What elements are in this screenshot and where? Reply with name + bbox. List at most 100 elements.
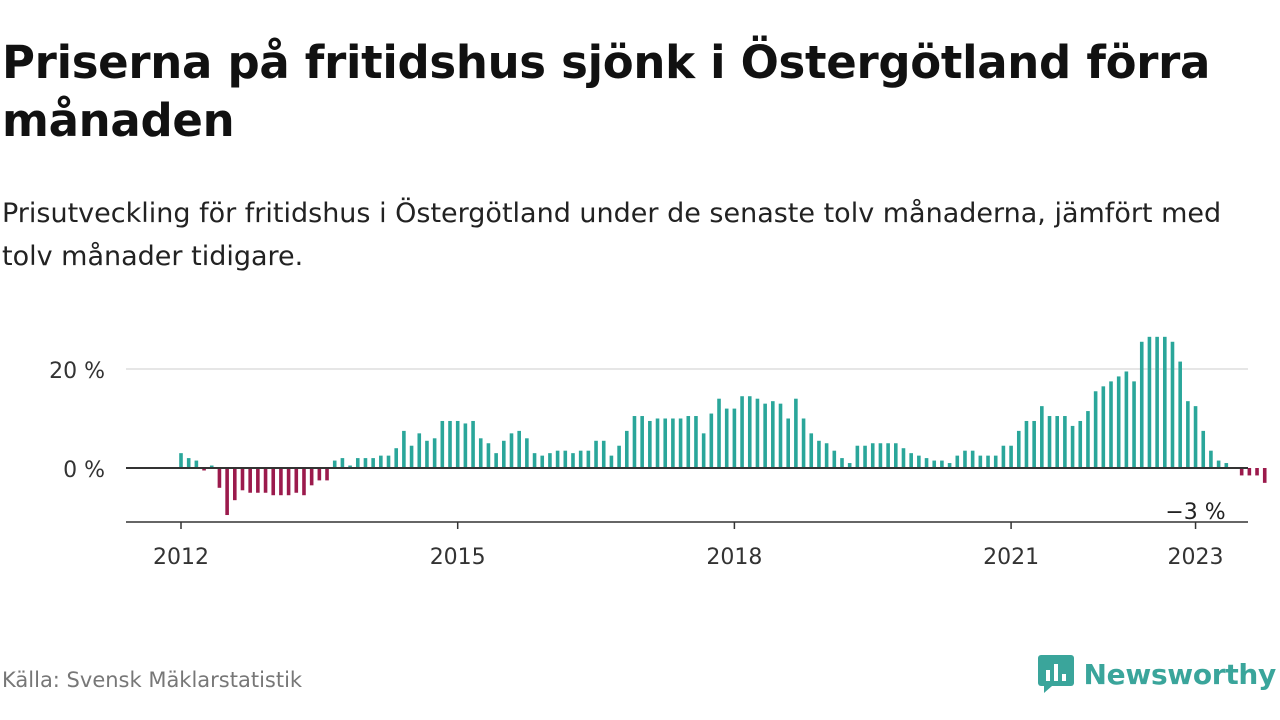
bar	[1101, 386, 1106, 468]
bar	[286, 468, 291, 496]
bar	[1247, 468, 1252, 476]
bar	[1078, 420, 1083, 468]
bar	[947, 463, 952, 468]
bar	[809, 433, 814, 468]
bar	[409, 445, 414, 468]
bar	[709, 413, 714, 468]
bar	[279, 468, 283, 496]
bar	[1040, 406, 1044, 469]
bar	[863, 445, 867, 468]
bar	[363, 458, 368, 468]
bar	[617, 445, 621, 468]
bar	[202, 468, 206, 471]
bar	[855, 445, 860, 468]
bar	[763, 403, 767, 468]
bar	[1201, 430, 1206, 469]
bar	[1163, 336, 1167, 468]
bar	[1063, 416, 1067, 468]
bar	[586, 450, 591, 468]
bar-chart: 0 % 20 % 2012 2015 2018 2021 2023 −3 %	[49, 336, 1267, 570]
bar	[1093, 391, 1098, 468]
bar	[663, 418, 668, 468]
y-tick-label: 0 %	[63, 458, 105, 483]
bar	[271, 468, 276, 496]
bar	[640, 416, 644, 468]
bar	[455, 420, 460, 468]
bar	[755, 398, 760, 468]
bar	[678, 418, 683, 468]
bar	[1209, 450, 1213, 468]
bar	[886, 443, 890, 468]
chart-title: Priserna på fritidshus sjönk i Östergötl…	[2, 36, 1211, 147]
bar	[256, 468, 260, 493]
bar	[932, 460, 937, 468]
bar	[486, 443, 491, 468]
bar	[870, 443, 875, 468]
bar	[1070, 425, 1075, 468]
bar	[717, 398, 721, 468]
bar	[609, 455, 614, 469]
bar	[917, 455, 921, 469]
bar	[417, 433, 422, 468]
bar	[1001, 445, 1006, 468]
bar	[563, 450, 568, 468]
y-tick-label: 20 %	[49, 359, 105, 384]
bar	[1155, 336, 1159, 468]
x-tick-label: 2018	[706, 545, 762, 570]
bar	[317, 468, 322, 481]
bar	[747, 396, 752, 468]
bar	[340, 458, 345, 468]
bar	[194, 460, 199, 468]
bar	[924, 458, 929, 468]
bar	[471, 420, 475, 468]
bar	[832, 450, 837, 468]
bar	[179, 453, 183, 468]
bar	[548, 453, 552, 468]
bar	[909, 453, 913, 468]
bar	[778, 403, 783, 468]
bar	[233, 468, 237, 501]
x-tick-label: 2021	[983, 545, 1039, 570]
bar	[1224, 463, 1229, 468]
bar	[993, 455, 998, 469]
bar	[1147, 336, 1152, 468]
bar	[502, 440, 506, 468]
bar	[771, 401, 775, 468]
bar	[248, 468, 252, 493]
bar	[701, 433, 706, 468]
bar	[986, 455, 990, 469]
bar	[955, 455, 960, 469]
bar	[578, 450, 583, 468]
bar	[209, 465, 214, 468]
bar	[1116, 376, 1121, 468]
bar	[555, 450, 560, 468]
bar	[448, 420, 452, 468]
bar	[1055, 416, 1059, 468]
bar	[940, 460, 944, 468]
bar	[970, 450, 975, 468]
x-tick-label: 2023	[1168, 545, 1224, 570]
bar	[302, 468, 306, 496]
bar	[225, 468, 229, 516]
bar	[463, 423, 468, 468]
bar	[624, 430, 629, 469]
brand[interactable]: Newsworthy	[1037, 652, 1277, 696]
bar	[240, 468, 245, 491]
bar	[901, 448, 906, 468]
bar	[478, 438, 483, 468]
bar	[355, 458, 360, 468]
bar	[432, 438, 437, 468]
bar	[724, 408, 729, 468]
bar	[824, 443, 829, 468]
bar	[540, 455, 545, 469]
bar	[1239, 468, 1244, 476]
bar	[648, 420, 652, 468]
bar	[394, 448, 399, 468]
bar	[840, 458, 844, 468]
bar	[1178, 361, 1182, 468]
bar	[786, 418, 790, 468]
chart-subtitle: Prisutveckling för fritidshus i Östergöt…	[2, 198, 1222, 272]
brand-name: Newsworthy	[1083, 657, 1277, 691]
bar	[217, 468, 222, 488]
bar	[1124, 371, 1129, 468]
